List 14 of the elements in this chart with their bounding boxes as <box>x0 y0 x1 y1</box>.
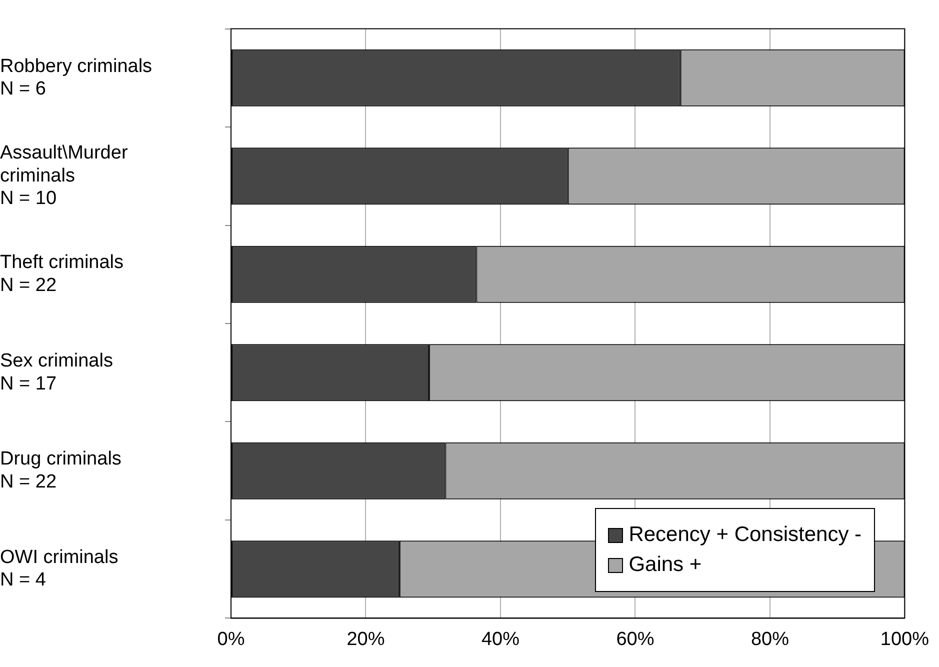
y-tick-label: Sex criminals N = 17 <box>0 350 113 394</box>
x-tick-label: 40% <box>481 628 520 650</box>
legend-label: Gains + <box>628 553 702 578</box>
x-tick-label: 20% <box>346 628 385 650</box>
x-tick-label: 60% <box>616 628 654 650</box>
x-tick-label: 0% <box>217 628 245 650</box>
y-tick-label: OWI criminals N = 4 <box>0 546 118 591</box>
y-tick-label: Robbery criminals N = 6 <box>0 56 152 100</box>
y-tick-label: Drug criminals N = 22 <box>0 448 122 492</box>
x-tick-label: 80% <box>750 628 790 650</box>
legend-label: Recency + Consistency - <box>628 523 862 548</box>
y-tick-label: Assault\Murder criminals N = 10 <box>0 142 128 210</box>
x-tick-label: 100% <box>880 628 930 650</box>
y-tick-label: Theft criminals N = 22 <box>0 252 124 296</box>
